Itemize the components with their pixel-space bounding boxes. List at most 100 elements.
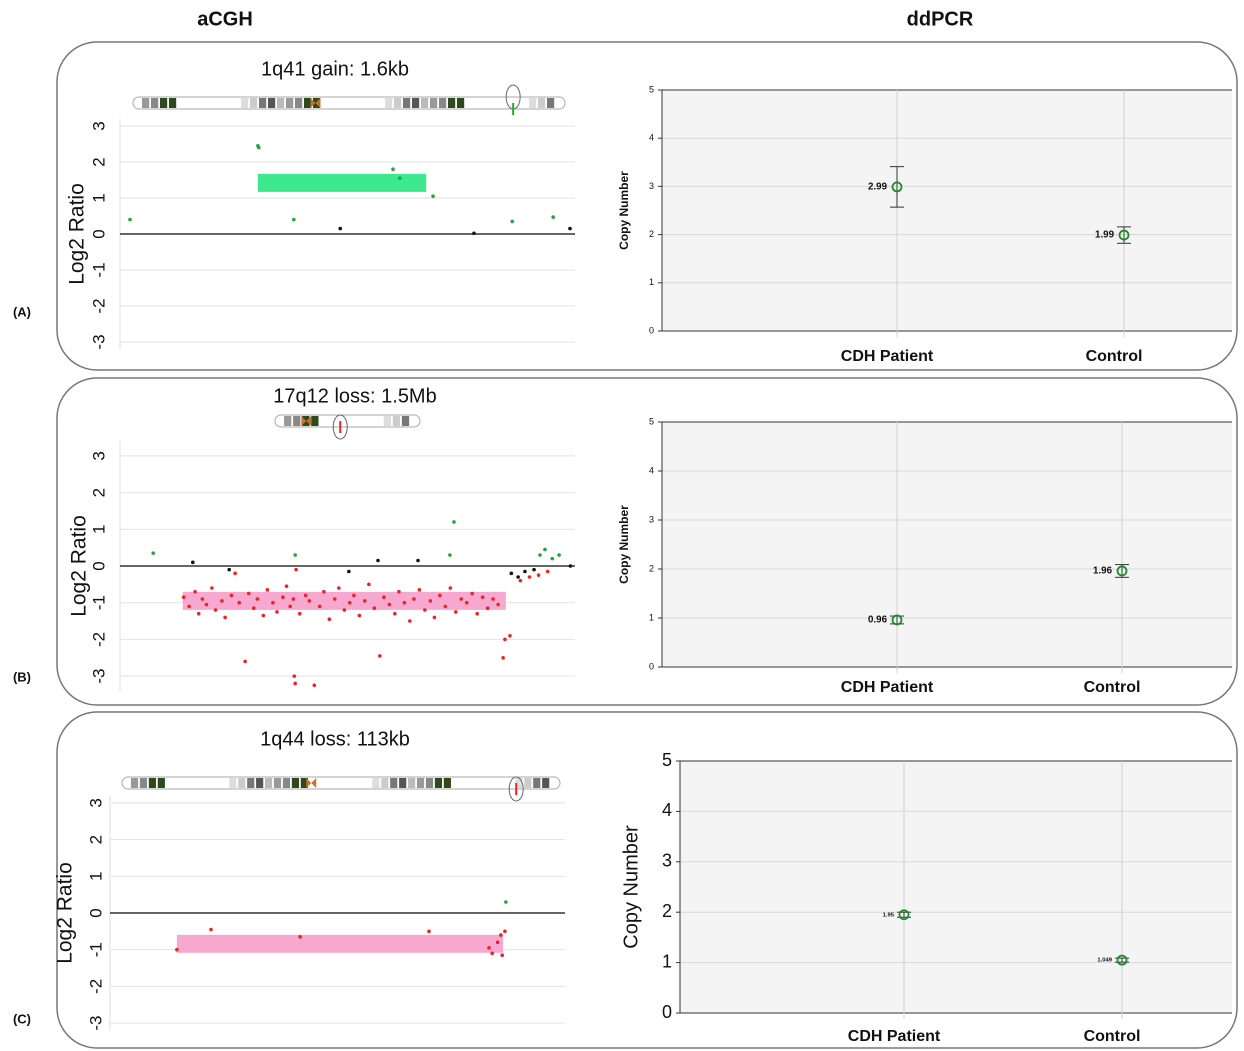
data-label: 1.049 — [1097, 958, 1112, 964]
probe-point — [393, 612, 397, 616]
probe-point — [508, 634, 512, 638]
y-tick-label: -1 — [89, 595, 108, 610]
y-tick-label: 4 — [662, 800, 672, 820]
probe-point — [230, 594, 234, 598]
y-tick-label: 0 — [649, 661, 654, 671]
ideogram-band — [241, 98, 248, 108]
probe-point — [444, 605, 448, 609]
y-tick-label: 5 — [649, 84, 654, 94]
ideogram-band — [292, 778, 299, 788]
probe-point — [448, 553, 452, 557]
ideogram-band — [160, 98, 167, 108]
probe-point — [388, 603, 392, 607]
probe-point — [569, 564, 573, 568]
y-axis-label: Copy Number — [620, 825, 642, 949]
y-tick-label: 1 — [89, 193, 108, 202]
y-tick-label: -2 — [86, 979, 105, 994]
ideogram-band — [131, 778, 138, 788]
ideogram-band — [277, 98, 284, 108]
ideogram — [122, 777, 560, 789]
ideogram-band — [381, 778, 388, 788]
x-tick-label: Control — [1084, 679, 1141, 696]
x-tick-label: CDH Patient — [848, 1028, 941, 1045]
column-header: ddPCR — [907, 8, 974, 30]
plot-area — [662, 422, 1232, 667]
segment — [177, 935, 503, 953]
probe-point — [449, 586, 453, 590]
probe-point — [247, 592, 251, 596]
probe-point — [538, 553, 542, 557]
probe-point — [312, 683, 316, 687]
probe-point — [412, 597, 416, 601]
y-tick-label: 1 — [86, 872, 105, 881]
y-tick-label: 0 — [89, 561, 108, 570]
y-axis-label: Copy Number — [617, 171, 631, 250]
probe-point — [438, 594, 442, 598]
y-tick-label: 2 — [86, 835, 105, 844]
data-label: 1.99 — [1095, 230, 1115, 241]
ideogram-band — [304, 98, 311, 108]
probe-point — [532, 568, 536, 572]
probe-point — [376, 559, 380, 563]
probe-point — [288, 605, 292, 609]
ideogram-band — [394, 98, 401, 108]
probe-point — [328, 617, 332, 621]
data-label: 1.95 — [883, 912, 895, 918]
ideogram-band — [393, 416, 400, 426]
ideogram-band — [444, 778, 451, 788]
probe-point — [281, 595, 285, 599]
probe-point — [429, 599, 433, 603]
x-tick-label: CDH Patient — [841, 348, 934, 365]
probe-point — [503, 638, 507, 642]
probe-point — [292, 674, 296, 678]
panel-label: (B) — [13, 669, 31, 684]
probe-point — [223, 616, 227, 620]
segment — [258, 174, 426, 192]
y-axis-label: Log2 Ratio — [68, 515, 91, 617]
probe-point — [266, 588, 270, 592]
y-tick-label: 0 — [649, 325, 654, 335]
probe-point — [243, 660, 247, 664]
probe-point — [550, 557, 554, 561]
ideogram-band — [284, 416, 291, 426]
y-tick-label: -3 — [89, 334, 108, 349]
probe-point — [523, 570, 527, 574]
probe-point — [510, 572, 514, 576]
probe-point — [408, 619, 412, 623]
probe-point — [459, 597, 463, 601]
probe-point — [128, 218, 132, 222]
ideogram-band — [403, 98, 410, 108]
probe-point — [358, 614, 362, 618]
probe-point — [209, 928, 213, 932]
ideogram-band — [417, 778, 424, 788]
probe-point — [491, 597, 495, 601]
probe-point — [271, 601, 275, 605]
probe-point — [516, 575, 520, 579]
ideogram-band — [542, 778, 549, 788]
probe-point — [197, 612, 201, 616]
ideogram-band — [149, 778, 156, 788]
probe-point — [292, 218, 296, 222]
probe-point — [338, 227, 342, 231]
probe-point — [490, 952, 494, 956]
ideogram-band — [286, 98, 293, 108]
probe-point — [256, 597, 260, 601]
ideogram-band — [311, 416, 318, 426]
y-tick-label: 0 — [89, 229, 108, 238]
probe-point — [275, 610, 279, 614]
probe-point — [285, 584, 289, 588]
probe-point — [293, 682, 297, 686]
probe-point — [486, 606, 490, 610]
panel-label: (A) — [13, 304, 31, 319]
y-tick-label: -2 — [89, 298, 108, 313]
probe-point — [352, 594, 356, 598]
ideogram-band — [408, 778, 415, 788]
probe-point — [391, 167, 395, 171]
probe-point — [382, 595, 386, 599]
ideogram-band — [421, 98, 428, 108]
data-label: 0.96 — [868, 615, 888, 626]
y-tick-label: 3 — [649, 514, 654, 524]
y-tick-label: 1 — [662, 951, 672, 971]
y-tick-label: 3 — [649, 181, 654, 191]
probe-point — [543, 548, 547, 552]
